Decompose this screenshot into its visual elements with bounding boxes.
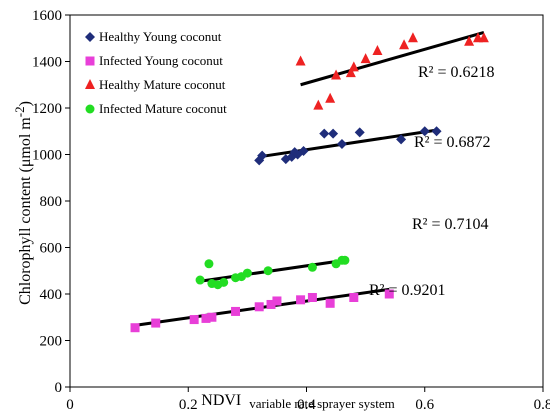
- point-infected-young-coconut: [189, 315, 199, 325]
- y-axis-title-main: Chlorophyll content (μmol m: [17, 117, 34, 305]
- point-healthy-young-coconut: [298, 146, 309, 157]
- point-infected-young-coconut: [130, 323, 140, 333]
- point-healthy-mature-coconut: [348, 61, 359, 72]
- point-healthy-mature-coconut: [464, 35, 475, 46]
- y-axis-title-superscript: -2: [12, 106, 27, 117]
- y-tick-label: 0: [55, 380, 63, 396]
- trendline-healthy-young-coconut: [258, 128, 437, 159]
- y-tick-label: 1200: [32, 101, 62, 117]
- point-infected-young-coconut: [384, 289, 394, 299]
- point-infected-young-coconut: [307, 292, 317, 302]
- point-infected-mature-coconut: [340, 255, 350, 265]
- point-healthy-mature-coconut: [325, 92, 336, 103]
- point-infected-young-coconut: [201, 313, 211, 323]
- y-tick-label: 600: [40, 241, 63, 257]
- tick-labels: 0 200 400 600 800 1000 1200 1400 1600 0 0.2 0.4 0.6 0…: [32, 8, 550, 413]
- point-healthy-mature-coconut: [313, 99, 324, 110]
- r2-label-healthy-mature-coconut: R² = 0.6218: [418, 64, 495, 81]
- r-squared-labels: R² = 0.6872 R² = 0.9201 R² = 0.6218 R² = 0.…: [369, 64, 495, 299]
- legend-label-healthy-mature-coconut: Healthy Mature coconut: [99, 77, 226, 92]
- point-healthy-mature-coconut: [345, 67, 356, 78]
- point-healthy-young-coconut: [328, 128, 339, 139]
- trendline-healthy-mature-coconut: [300, 30, 485, 87]
- data-points: [130, 32, 489, 333]
- x-tick-label: 0: [66, 397, 74, 413]
- x-tick-label: 0.8: [534, 397, 550, 413]
- point-healthy-mature-coconut: [478, 32, 489, 43]
- point-healthy-young-coconut: [257, 150, 268, 161]
- r2-label-healthy-young-coconut: R² = 0.6872: [414, 134, 491, 151]
- legend-label-infected-mature-coconut: Infected Mature coconut: [99, 101, 227, 116]
- point-healthy-mature-coconut: [331, 69, 342, 80]
- legend-marker-infected-mature-coconut: [85, 104, 95, 114]
- axes: [65, 14, 544, 392]
- y-tick-label: 1600: [32, 8, 62, 24]
- point-infected-mature-coconut: [195, 275, 205, 285]
- point-healthy-young-coconut: [419, 126, 430, 137]
- r2-label-infected-young-coconut: R² = 0.9201: [369, 282, 446, 299]
- point-healthy-young-coconut: [319, 128, 330, 139]
- point-healthy-mature-coconut: [295, 55, 306, 66]
- point-infected-young-coconut: [325, 298, 335, 308]
- point-infected-mature-coconut: [204, 259, 214, 269]
- point-healthy-young-coconut: [336, 139, 347, 150]
- y-axis-title: Chlorophyll content (μmol m-2): [12, 101, 34, 305]
- y-tick-label: 800: [40, 194, 63, 210]
- x-axis-title-main: NDVI: [201, 392, 241, 409]
- point-infected-young-coconut: [207, 312, 217, 322]
- legend: Healthy Young coconut Infected Young coco…: [85, 29, 227, 116]
- r2-label-infected-mature-coconut: R² = 0.7104: [412, 216, 489, 233]
- legend-label-healthy-young-coconut: Healthy Young coconut: [99, 29, 222, 44]
- point-infected-young-coconut: [296, 295, 306, 305]
- point-infected-young-coconut: [349, 292, 359, 302]
- x-axis-title-subscript: variable rate sprayer system: [249, 396, 394, 411]
- x-tick-label: 0.4: [297, 397, 316, 413]
- x-tick-label: 0.6: [415, 397, 434, 413]
- point-infected-young-coconut: [266, 299, 276, 309]
- y-tick-label: 1000: [32, 148, 62, 164]
- point-infected-young-coconut: [151, 318, 161, 328]
- point-infected-young-coconut: [254, 302, 264, 312]
- point-infected-young-coconut: [272, 296, 282, 306]
- point-infected-mature-coconut: [307, 262, 317, 272]
- y-tick-label: 1400: [32, 55, 62, 71]
- point-healthy-mature-coconut: [372, 45, 383, 56]
- x-axis-title: NDVI variable rate sprayer system: [201, 392, 394, 411]
- y-tick-label: 200: [40, 334, 63, 350]
- point-healthy-mature-coconut: [407, 32, 418, 43]
- y-axis-title-close: ): [17, 101, 34, 106]
- point-healthy-young-coconut: [396, 134, 407, 145]
- legend-marker-healthy-young-coconut: [85, 32, 95, 42]
- point-healthy-mature-coconut: [399, 39, 410, 50]
- point-healthy-mature-coconut: [360, 53, 371, 64]
- point-infected-young-coconut: [231, 306, 241, 316]
- point-infected-mature-coconut: [219, 277, 229, 287]
- legend-label-infected-young-coconut: Infected Young coconut: [99, 53, 223, 68]
- point-healthy-young-coconut: [431, 126, 442, 137]
- y-tick-label: 400: [40, 287, 63, 303]
- legend-marker-infected-young-coconut: [85, 56, 95, 66]
- point-infected-mature-coconut: [242, 268, 252, 278]
- point-infected-mature-coconut: [263, 266, 273, 276]
- point-healthy-young-coconut: [354, 127, 365, 138]
- x-tick-label: 0.2: [179, 397, 198, 413]
- legend-marker-healthy-mature-coconut: [85, 79, 95, 89]
